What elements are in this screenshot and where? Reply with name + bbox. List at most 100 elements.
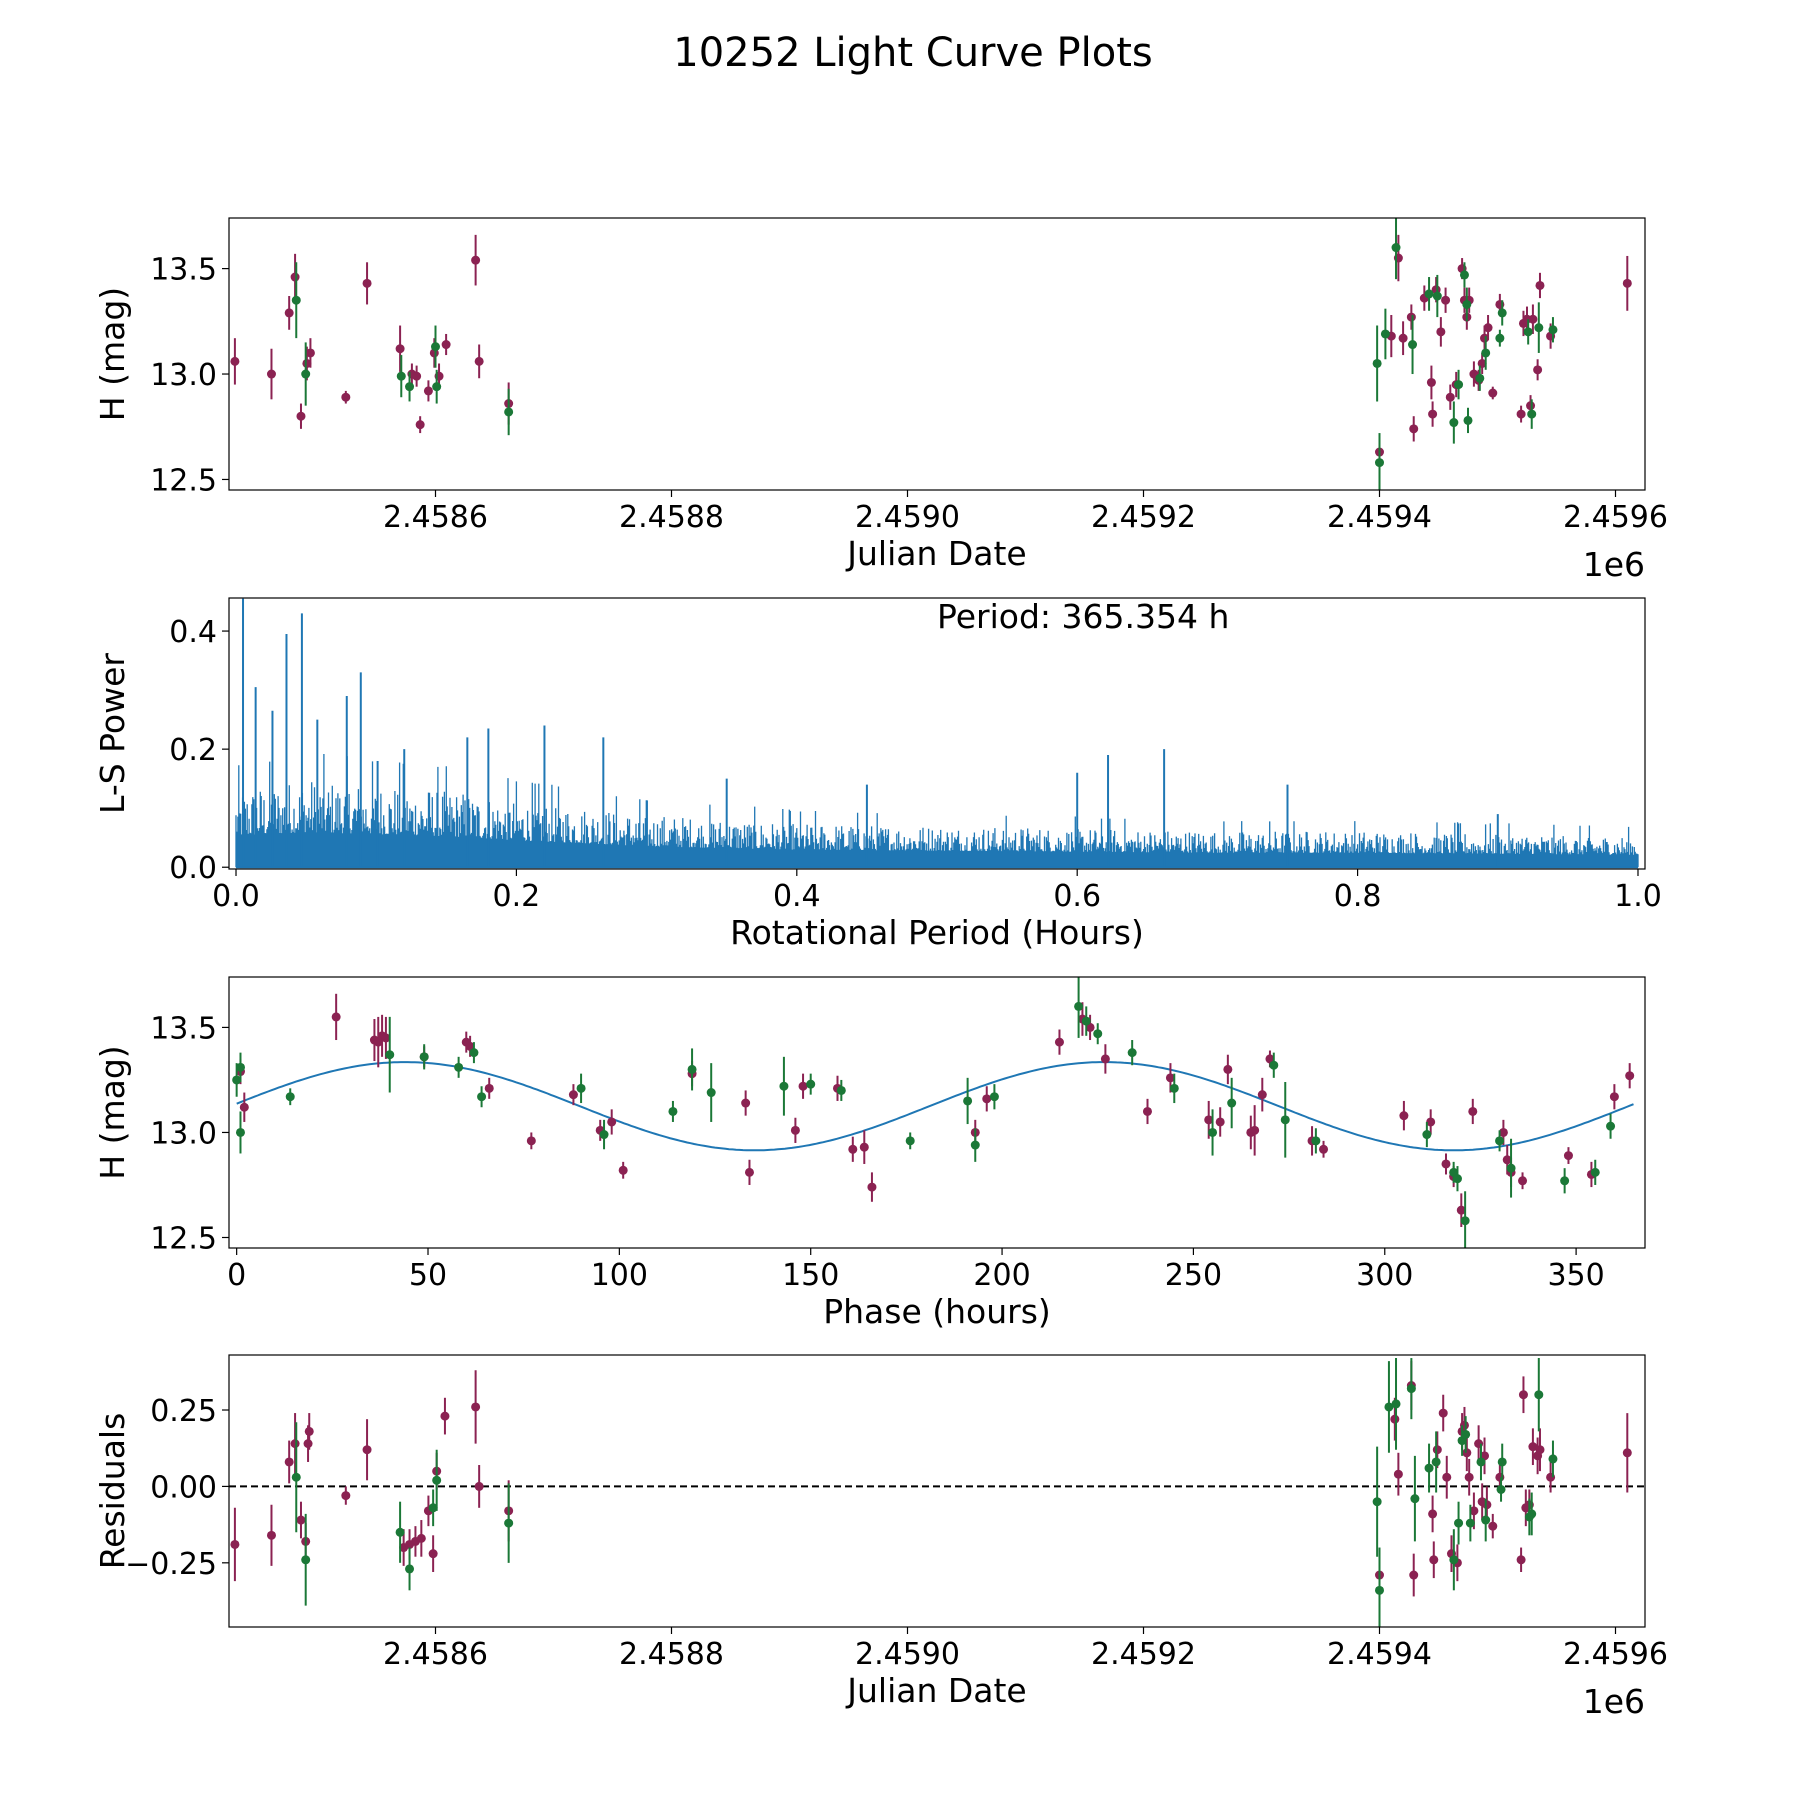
residuals-magenta-marker xyxy=(1462,1448,1472,1458)
residuals-ytick-label: 0.00 xyxy=(150,1470,217,1505)
phased-green-point xyxy=(779,1056,789,1116)
lightcurve-green-marker xyxy=(1475,373,1485,383)
residuals-green-point xyxy=(1476,1443,1486,1481)
phased-xtick-label: 50 xyxy=(409,1258,447,1293)
residuals-ylabel: Residuals xyxy=(93,1413,132,1570)
lightcurve-green-marker xyxy=(1495,333,1505,343)
phased-green-point xyxy=(235,1052,245,1083)
phased-green-point xyxy=(836,1079,846,1101)
periodogram-power-bars xyxy=(235,754,1639,868)
residuals-green-marker xyxy=(1375,1585,1384,1595)
residuals-green-point xyxy=(1496,1477,1506,1502)
residuals-green-marker xyxy=(1534,1390,1544,1400)
phased-magenta-point xyxy=(982,1086,992,1112)
residuals-magenta-marker xyxy=(266,1530,276,1540)
phased-green-point xyxy=(963,1077,973,1125)
residuals-magenta-marker xyxy=(471,1402,481,1412)
phased-green-marker xyxy=(454,1062,464,1072)
phased-magenta-point xyxy=(1250,1105,1260,1156)
lightcurve-green-marker xyxy=(432,382,442,392)
residuals-magenta-point xyxy=(1429,1541,1439,1579)
phased-green-point xyxy=(1280,1082,1290,1158)
residuals-magenta-point xyxy=(1464,1458,1474,1496)
phased-green-marker xyxy=(970,1140,980,1150)
residuals-green-marker xyxy=(504,1518,514,1528)
lightcurve-magenta-point xyxy=(1406,304,1416,330)
phased-green-marker xyxy=(385,1050,395,1060)
lightcurve-magenta-point xyxy=(1622,255,1632,311)
residuals-green-marker xyxy=(1548,1454,1558,1464)
phased-magenta-marker xyxy=(1142,1106,1152,1116)
lightcurve-green-point xyxy=(1463,407,1473,434)
phased-green-point xyxy=(1590,1159,1600,1185)
phased-ytick-label: 13.0 xyxy=(150,1116,217,1151)
lightcurve-magenta-point xyxy=(266,348,276,400)
residuals-green-marker xyxy=(1461,1429,1471,1439)
lightcurve-magenta-marker xyxy=(412,371,422,381)
lightcurve-magenta-marker xyxy=(1516,409,1526,419)
residuals-green-point xyxy=(1449,1529,1459,1591)
phased-green-point xyxy=(576,1073,586,1104)
periodogram-axes-frame xyxy=(228,597,1646,870)
lightcurve-green-marker xyxy=(431,342,440,352)
residuals-green-marker xyxy=(432,1475,442,1485)
lightcurve-magenta-marker xyxy=(1526,401,1536,411)
phased-magenta-marker xyxy=(982,1094,992,1104)
residuals-green-point xyxy=(1410,1455,1420,1542)
residuals-magenta-point xyxy=(1488,1513,1498,1539)
phased-magenta-marker xyxy=(1100,1054,1110,1064)
phased-xtick-label: 200 xyxy=(973,1258,1030,1293)
lightcurve-green-marker xyxy=(1481,348,1491,358)
lightcurve-xtick-label: 2.4596 xyxy=(1563,500,1668,535)
lightcurve-magenta-marker xyxy=(1441,295,1451,305)
phased-green-point xyxy=(706,1063,716,1122)
residuals-green-point xyxy=(395,1501,405,1563)
lightcurve-green-marker xyxy=(1527,409,1537,419)
residuals-magenta-marker xyxy=(1464,1472,1474,1482)
residuals-green-point xyxy=(1465,1504,1475,1542)
phased-magenta-marker xyxy=(484,1083,494,1093)
residuals-magenta-marker xyxy=(230,1539,240,1549)
phased-magenta-marker xyxy=(741,1098,751,1108)
phased-green-marker xyxy=(1311,1136,1321,1146)
residuals-magenta-point xyxy=(440,1397,450,1435)
phased-magenta-marker xyxy=(867,1182,877,1192)
lightcurve-magenta-marker xyxy=(362,278,372,288)
lightcurve-magenta-point xyxy=(1409,416,1419,442)
periodogram-xtick-label: 1.0 xyxy=(1614,879,1662,914)
phased-green-point xyxy=(419,1044,429,1070)
lightcurve-magenta-point xyxy=(412,365,422,387)
lightcurve-green-point xyxy=(291,262,301,339)
residuals-magenta-point xyxy=(230,1507,240,1582)
lightcurve-green-marker xyxy=(1497,308,1507,318)
phased-green-point xyxy=(1495,1130,1505,1152)
lightcurve-green-point xyxy=(1497,300,1507,326)
lightcurve-xtick-label: 2.4586 xyxy=(383,500,488,535)
residuals-green-marker xyxy=(301,1555,311,1565)
phased-green-point xyxy=(1169,1073,1179,1104)
residuals-magenta-point xyxy=(471,1370,481,1444)
phased-green-marker xyxy=(576,1083,586,1093)
phased-green-point xyxy=(1093,1023,1103,1045)
phased-green-point xyxy=(1127,1040,1137,1066)
residuals-offset-text: 1e6 xyxy=(1583,1682,1645,1721)
phased-green-marker xyxy=(1560,1176,1570,1186)
residuals-green-point xyxy=(1534,1358,1544,1432)
residuals-xtick-label: 2.4596 xyxy=(1563,1637,1668,1672)
residuals-green-point xyxy=(1372,1446,1382,1557)
lightcurve-magenta-point xyxy=(1528,304,1538,334)
lightcurve-green-point xyxy=(431,325,440,368)
phased-green-marker xyxy=(477,1092,487,1102)
residuals-magenta-marker xyxy=(303,1439,313,1449)
phased-magenta-marker xyxy=(1319,1144,1329,1154)
phased-plot-area xyxy=(232,977,1635,1248)
phased-magenta-marker xyxy=(1456,1205,1466,1215)
residuals-magenta-point xyxy=(284,1440,294,1484)
lightcurve-green-point xyxy=(1372,325,1382,402)
periodogram-xtick-label: 0.0 xyxy=(212,879,260,914)
periodogram-ylabel: L-S Power xyxy=(93,653,132,814)
residuals-ytick-label: 0.25 xyxy=(150,1394,217,1429)
phased-model-curve xyxy=(236,1061,1634,1152)
phased-magenta-point xyxy=(1518,1172,1528,1190)
